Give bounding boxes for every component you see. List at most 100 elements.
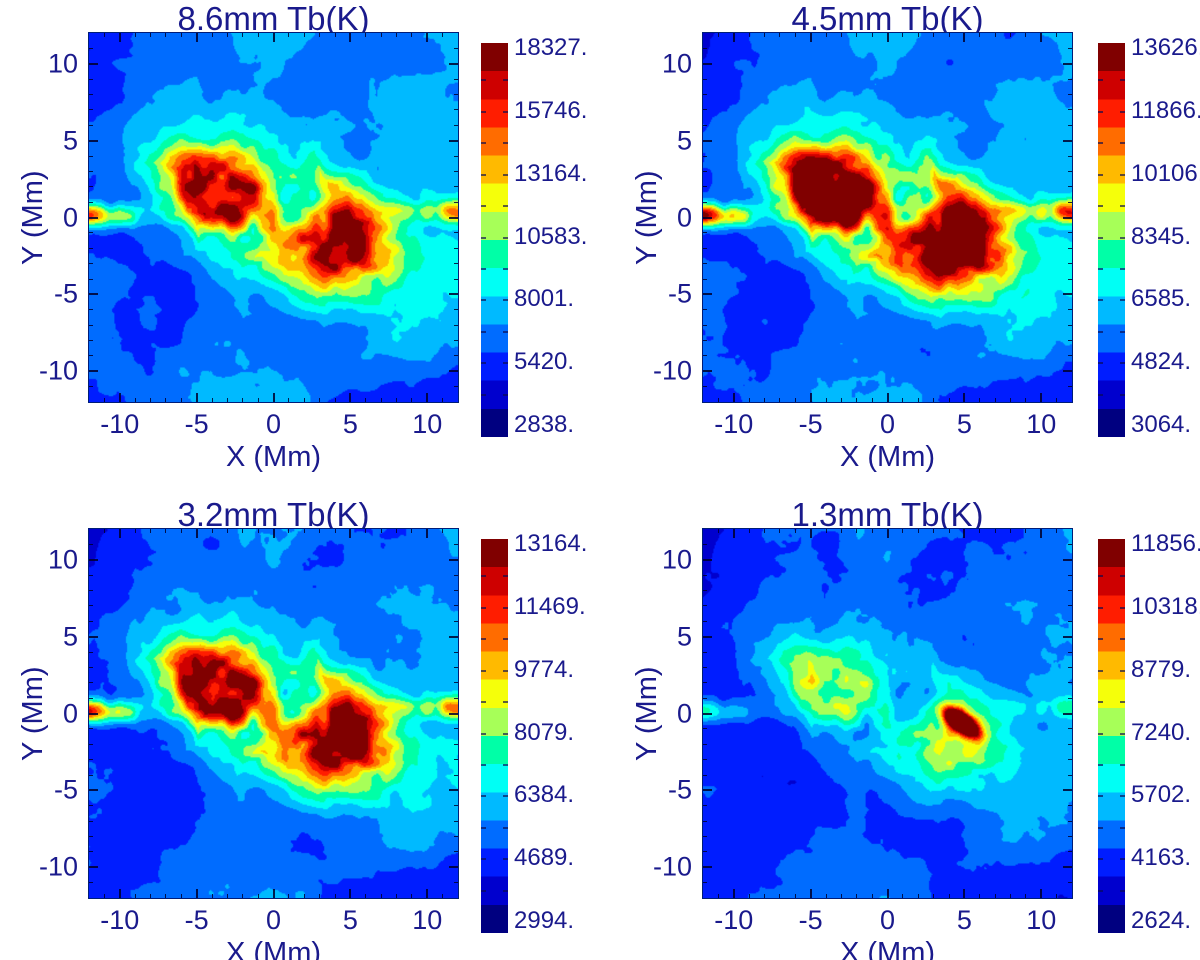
axis-tick — [703, 712, 712, 715]
colorbar-tick-label: 18327. — [514, 34, 588, 61]
axis-tick — [703, 309, 707, 311]
axis-tick — [454, 309, 458, 311]
colorbar-tick — [503, 362, 508, 365]
x-tick-label: -5 — [798, 409, 823, 439]
colorbar-tick — [1120, 267, 1125, 270]
axis-tick — [1025, 398, 1027, 402]
axis-tick — [994, 398, 996, 402]
x-axis-label: X (Mm) — [225, 441, 322, 473]
axis-tick — [89, 47, 93, 49]
axis-tick — [449, 558, 458, 561]
axis-tick — [979, 894, 981, 898]
axis-tick — [150, 894, 151, 898]
axis-tick — [411, 33, 413, 37]
axis-tick — [89, 682, 93, 684]
colorbar-tick — [503, 142, 508, 145]
axis-tick — [703, 216, 712, 219]
axis-tick — [1063, 216, 1072, 219]
y-tick-label: -10 — [38, 851, 78, 882]
x-tick-label: -5 — [184, 409, 209, 439]
axis-tick — [732, 529, 735, 538]
colorbar-tick-label: 13626. — [1131, 34, 1200, 61]
axis-tick — [1068, 882, 1072, 884]
axis-tick — [1010, 529, 1011, 533]
heatmap-plot — [88, 528, 459, 899]
axis-tick — [703, 836, 707, 837]
axis-tick — [442, 894, 444, 898]
axis-tick — [1063, 62, 1072, 65]
axis-tick — [1068, 201, 1072, 203]
colorbar-tick — [1120, 362, 1125, 365]
axis-tick — [1068, 697, 1072, 699]
axis-tick — [103, 894, 105, 898]
heatmap-plot — [702, 528, 1073, 899]
axis-tick — [1068, 155, 1072, 157]
axis-tick — [1040, 33, 1043, 42]
x-tick-label: -10 — [100, 409, 140, 439]
axis-tick — [825, 33, 827, 37]
axis-tick — [703, 370, 712, 373]
axis-tick — [449, 370, 458, 373]
axis-tick — [134, 398, 136, 402]
colorbar-tick — [481, 205, 486, 208]
axis-tick — [226, 529, 228, 533]
axis-tick — [449, 293, 458, 296]
axis-tick — [825, 398, 827, 402]
axis-tick — [454, 170, 458, 172]
panel-4-5mm: 4.5mm Tb(K) Y (Mm) X (Mm) -10 -5 0 5 10 -10 -5… — [600, 0, 1200, 480]
y-tick-label: 10 — [47, 544, 78, 575]
axis-tick — [380, 529, 382, 533]
axis-tick — [165, 894, 167, 898]
axis-tick — [454, 682, 458, 684]
axis-tick — [211, 33, 213, 37]
axis-tick — [840, 894, 842, 898]
axis-tick — [449, 62, 458, 65]
axis-tick — [794, 398, 796, 402]
axis-tick — [89, 605, 93, 607]
axis-tick — [89, 324, 93, 326]
x-tick-label: 5 — [342, 905, 358, 935]
axis-tick — [454, 386, 458, 388]
axis-tick — [165, 398, 167, 402]
axis-tick — [396, 398, 397, 402]
axis-tick — [948, 398, 950, 402]
axis-tick — [856, 529, 858, 533]
axis-tick — [89, 216, 98, 219]
axis-tick — [180, 529, 182, 533]
axis-tick — [118, 529, 121, 538]
axis-tick — [454, 759, 458, 761]
colorbar-tick — [1120, 110, 1125, 113]
colorbar-tick — [503, 110, 508, 113]
colorbar-tick — [481, 606, 486, 609]
panel-8-6mm: 8.6mm Tb(K) Y (Mm) X (Mm) -10 -5 0 5 10 -10 -5… — [0, 0, 600, 480]
axis-tick — [195, 889, 198, 898]
colorbar-tick-label: 2838. — [514, 411, 575, 438]
x-tick-label: 10 — [1026, 905, 1057, 935]
colorbar-tick — [503, 701, 508, 704]
colorbar-tick — [1098, 858, 1103, 861]
axis-tick — [319, 398, 321, 402]
axis-tick — [1040, 889, 1043, 898]
x-tick-label: -10 — [714, 905, 754, 935]
axis-tick — [1063, 635, 1072, 638]
colorbar-tick — [481, 732, 486, 735]
axis-tick — [349, 393, 352, 402]
axis-tick — [89, 201, 93, 203]
heatmap-canvas — [89, 33, 458, 402]
axis-tick — [779, 894, 781, 898]
axis-tick — [979, 33, 981, 37]
axis-tick — [703, 386, 707, 388]
axis-tick — [449, 712, 458, 715]
colorbar-tick-label: 2624. — [1131, 907, 1192, 934]
axis-tick — [703, 78, 707, 80]
axis-tick — [349, 529, 352, 538]
colorbar-tick — [481, 393, 486, 396]
colorbar-tick — [503, 826, 508, 829]
colorbar-tick — [1120, 763, 1125, 766]
colorbar-tick — [1120, 826, 1125, 829]
x-tick-label: -5 — [184, 905, 209, 935]
axis-tick — [1068, 186, 1072, 188]
axis-tick — [380, 894, 382, 898]
axis-tick — [1068, 605, 1072, 607]
axis-tick — [703, 324, 707, 326]
